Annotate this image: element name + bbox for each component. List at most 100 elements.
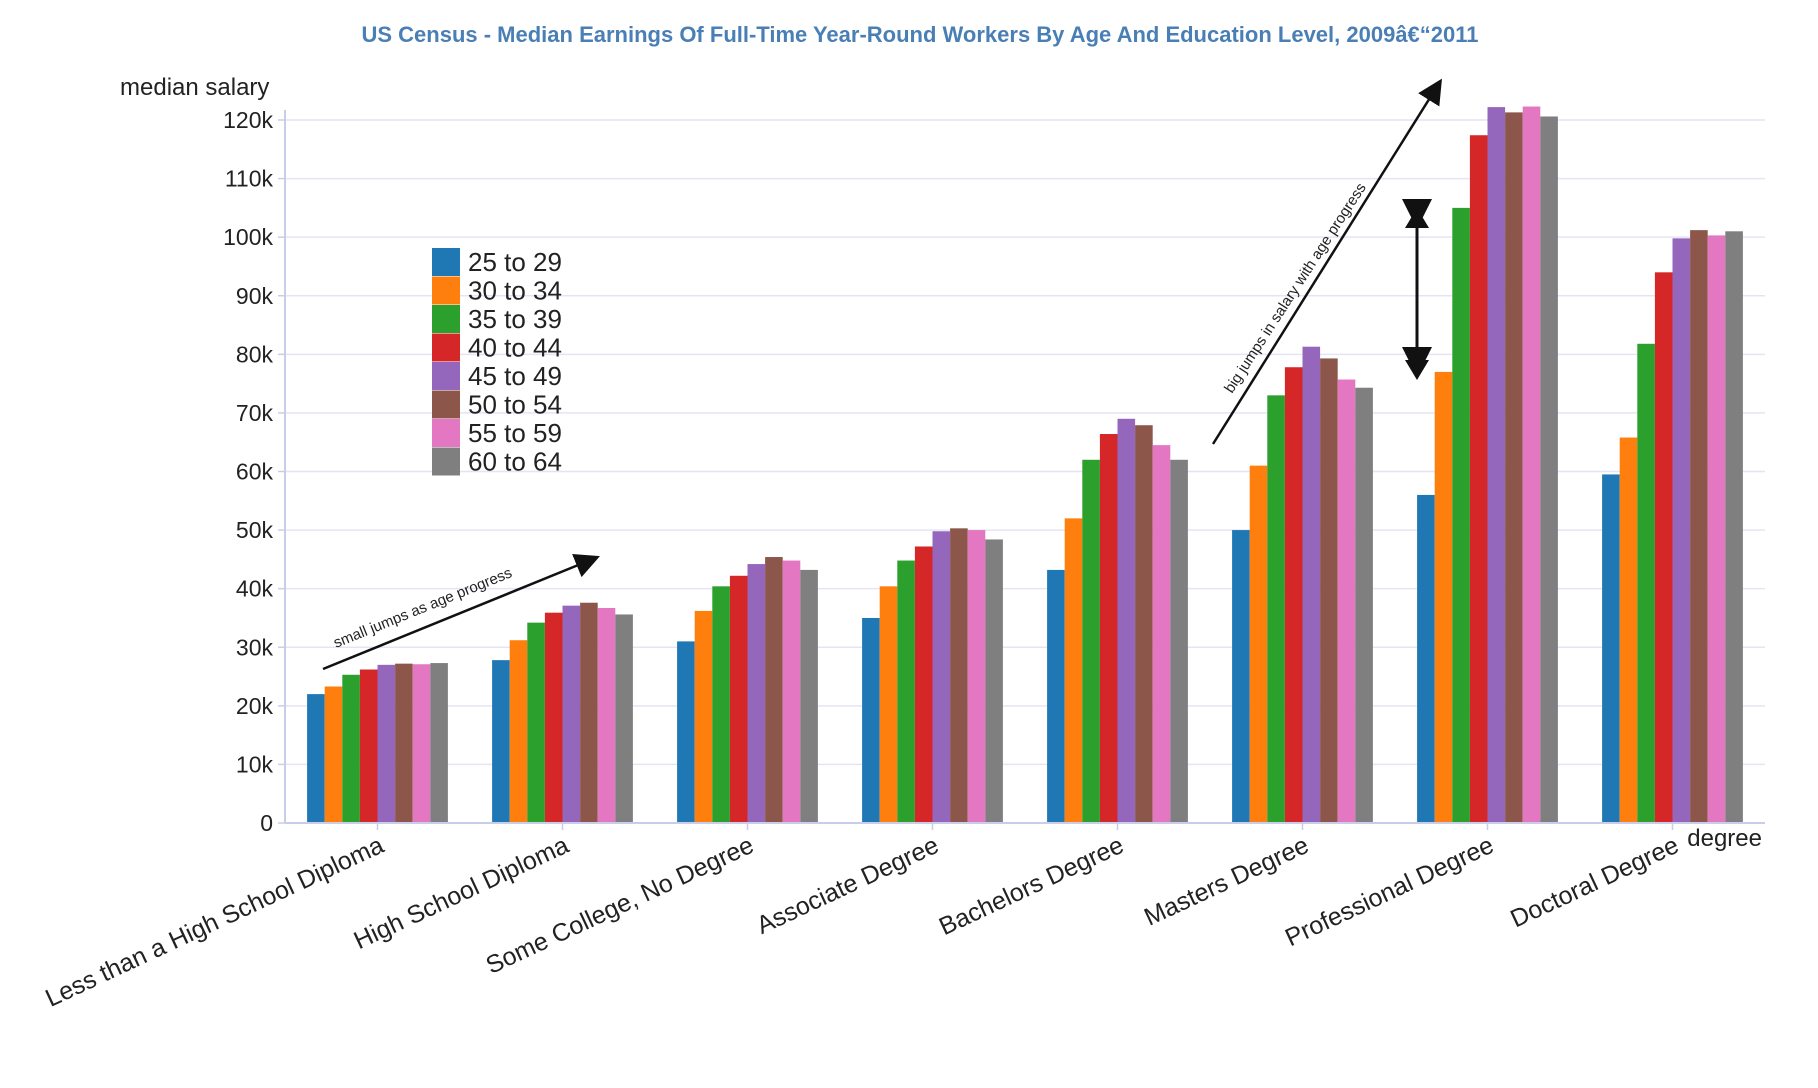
- y-tick-label: 10k: [236, 751, 274, 777]
- bar: [492, 660, 510, 823]
- big-jump-arrow: [1211, 78, 1442, 445]
- x-axis-label: degree: [1687, 825, 1762, 852]
- chart-title: US Census - Median Earnings Of Full-Time…: [361, 22, 1478, 47]
- bar: [1452, 207, 1470, 823]
- bar: [1602, 474, 1620, 823]
- y-tick-label: 0: [260, 810, 273, 836]
- legend-label: 55 to 59: [468, 418, 562, 448]
- bar: [1249, 465, 1268, 823]
- bar: [1355, 387, 1373, 823]
- legend-label: 60 to 64: [468, 447, 562, 477]
- bar: [1505, 112, 1523, 824]
- bar: [1540, 116, 1558, 824]
- bar: [1725, 231, 1743, 823]
- legend-label: 40 to 44: [468, 333, 562, 363]
- legend-label: 50 to 54: [468, 390, 562, 420]
- bar: [509, 640, 528, 823]
- bar: [1619, 437, 1638, 823]
- y-tick-label: 30k: [236, 634, 274, 660]
- bar: [747, 564, 766, 823]
- bar: [1135, 425, 1153, 823]
- bar: [1637, 343, 1655, 823]
- bar: [1047, 569, 1065, 823]
- y-tick-label: 100k: [223, 224, 273, 250]
- y-axis-label: median salary: [120, 74, 269, 101]
- bar: [412, 664, 431, 823]
- bar: [782, 560, 801, 823]
- bar: [1099, 434, 1118, 823]
- bar: [694, 610, 713, 823]
- bar: [914, 546, 933, 823]
- bar: [932, 531, 951, 823]
- bar: [580, 602, 598, 823]
- bar: [677, 641, 695, 823]
- legend-swatch: [432, 333, 460, 362]
- bar: [1302, 346, 1321, 823]
- bar: [1690, 230, 1708, 824]
- y-tick-label: 40k: [236, 576, 274, 602]
- bar: [862, 617, 880, 823]
- bar: [1117, 418, 1136, 823]
- bar: [1082, 459, 1100, 823]
- y-tick-label: 110k: [225, 166, 274, 192]
- bar: [950, 528, 968, 823]
- bar: [1654, 272, 1673, 824]
- x-tick-label: Professional Degree: [1281, 831, 1498, 952]
- bar: [1267, 395, 1285, 823]
- axes: [284, 110, 1765, 824]
- bar: [1152, 445, 1171, 823]
- y-tick-label: 80k: [236, 341, 274, 367]
- bar: [879, 586, 898, 823]
- bar: [395, 663, 413, 823]
- bar: [307, 694, 325, 823]
- annotation-small-jumps: small jumps as age progress: [331, 564, 514, 651]
- bar: [377, 664, 396, 823]
- x-tick-label: Masters Degree: [1140, 831, 1313, 932]
- bars: [307, 106, 1743, 824]
- bar: [615, 614, 633, 823]
- gap-arrow-head-top: [1405, 208, 1429, 228]
- y-tick-label: 60k: [236, 459, 274, 485]
- legend-label: 25 to 29: [468, 247, 562, 277]
- y-tick-label: 90k: [236, 283, 274, 309]
- bar: [985, 539, 1003, 823]
- bar: [1064, 518, 1083, 823]
- bar: [897, 560, 915, 823]
- bar: [1487, 107, 1506, 823]
- x-tick-label: Doctoral Degree: [1506, 831, 1683, 933]
- legend-swatch: [432, 419, 460, 447]
- bar: [430, 663, 448, 823]
- bar: [324, 686, 343, 823]
- annotation-big-jumps: big jumps in salary with age progress: [1221, 180, 1370, 396]
- bar: [1707, 235, 1726, 823]
- y-axis-ticks: 0 10k 20k 30k 40k 50k 60k 70k 80k 90k 100k 110k 120k: [223, 107, 285, 836]
- bar: [597, 607, 616, 823]
- bar: [1337, 379, 1356, 823]
- y-tick-label: 70k: [236, 400, 274, 426]
- x-tick-label: Less than a High School Diploma: [41, 831, 388, 1013]
- bar: [1417, 494, 1435, 823]
- legend-swatch: [432, 276, 460, 305]
- bar: [359, 669, 378, 823]
- bar: [1232, 530, 1250, 823]
- bar: [1434, 371, 1453, 823]
- legend-swatch: [432, 248, 460, 276]
- legend-swatch: [432, 390, 460, 419]
- small-jump-arrow: [322, 554, 600, 671]
- gap-arrow-head-bottom: [1405, 360, 1429, 380]
- bar: [765, 557, 783, 823]
- bar: [1522, 106, 1541, 824]
- legend-label: 35 to 39: [468, 304, 562, 334]
- legend-label: 45 to 49: [468, 361, 562, 391]
- y-tick-label: 20k: [236, 693, 274, 719]
- legend-swatch: [432, 305, 460, 333]
- bar: [544, 612, 563, 823]
- bar: [712, 586, 730, 823]
- bar: [1672, 238, 1691, 824]
- bar: [800, 569, 818, 823]
- bar: [1469, 135, 1488, 823]
- x-tick-label: Bachelors Degree: [935, 831, 1128, 941]
